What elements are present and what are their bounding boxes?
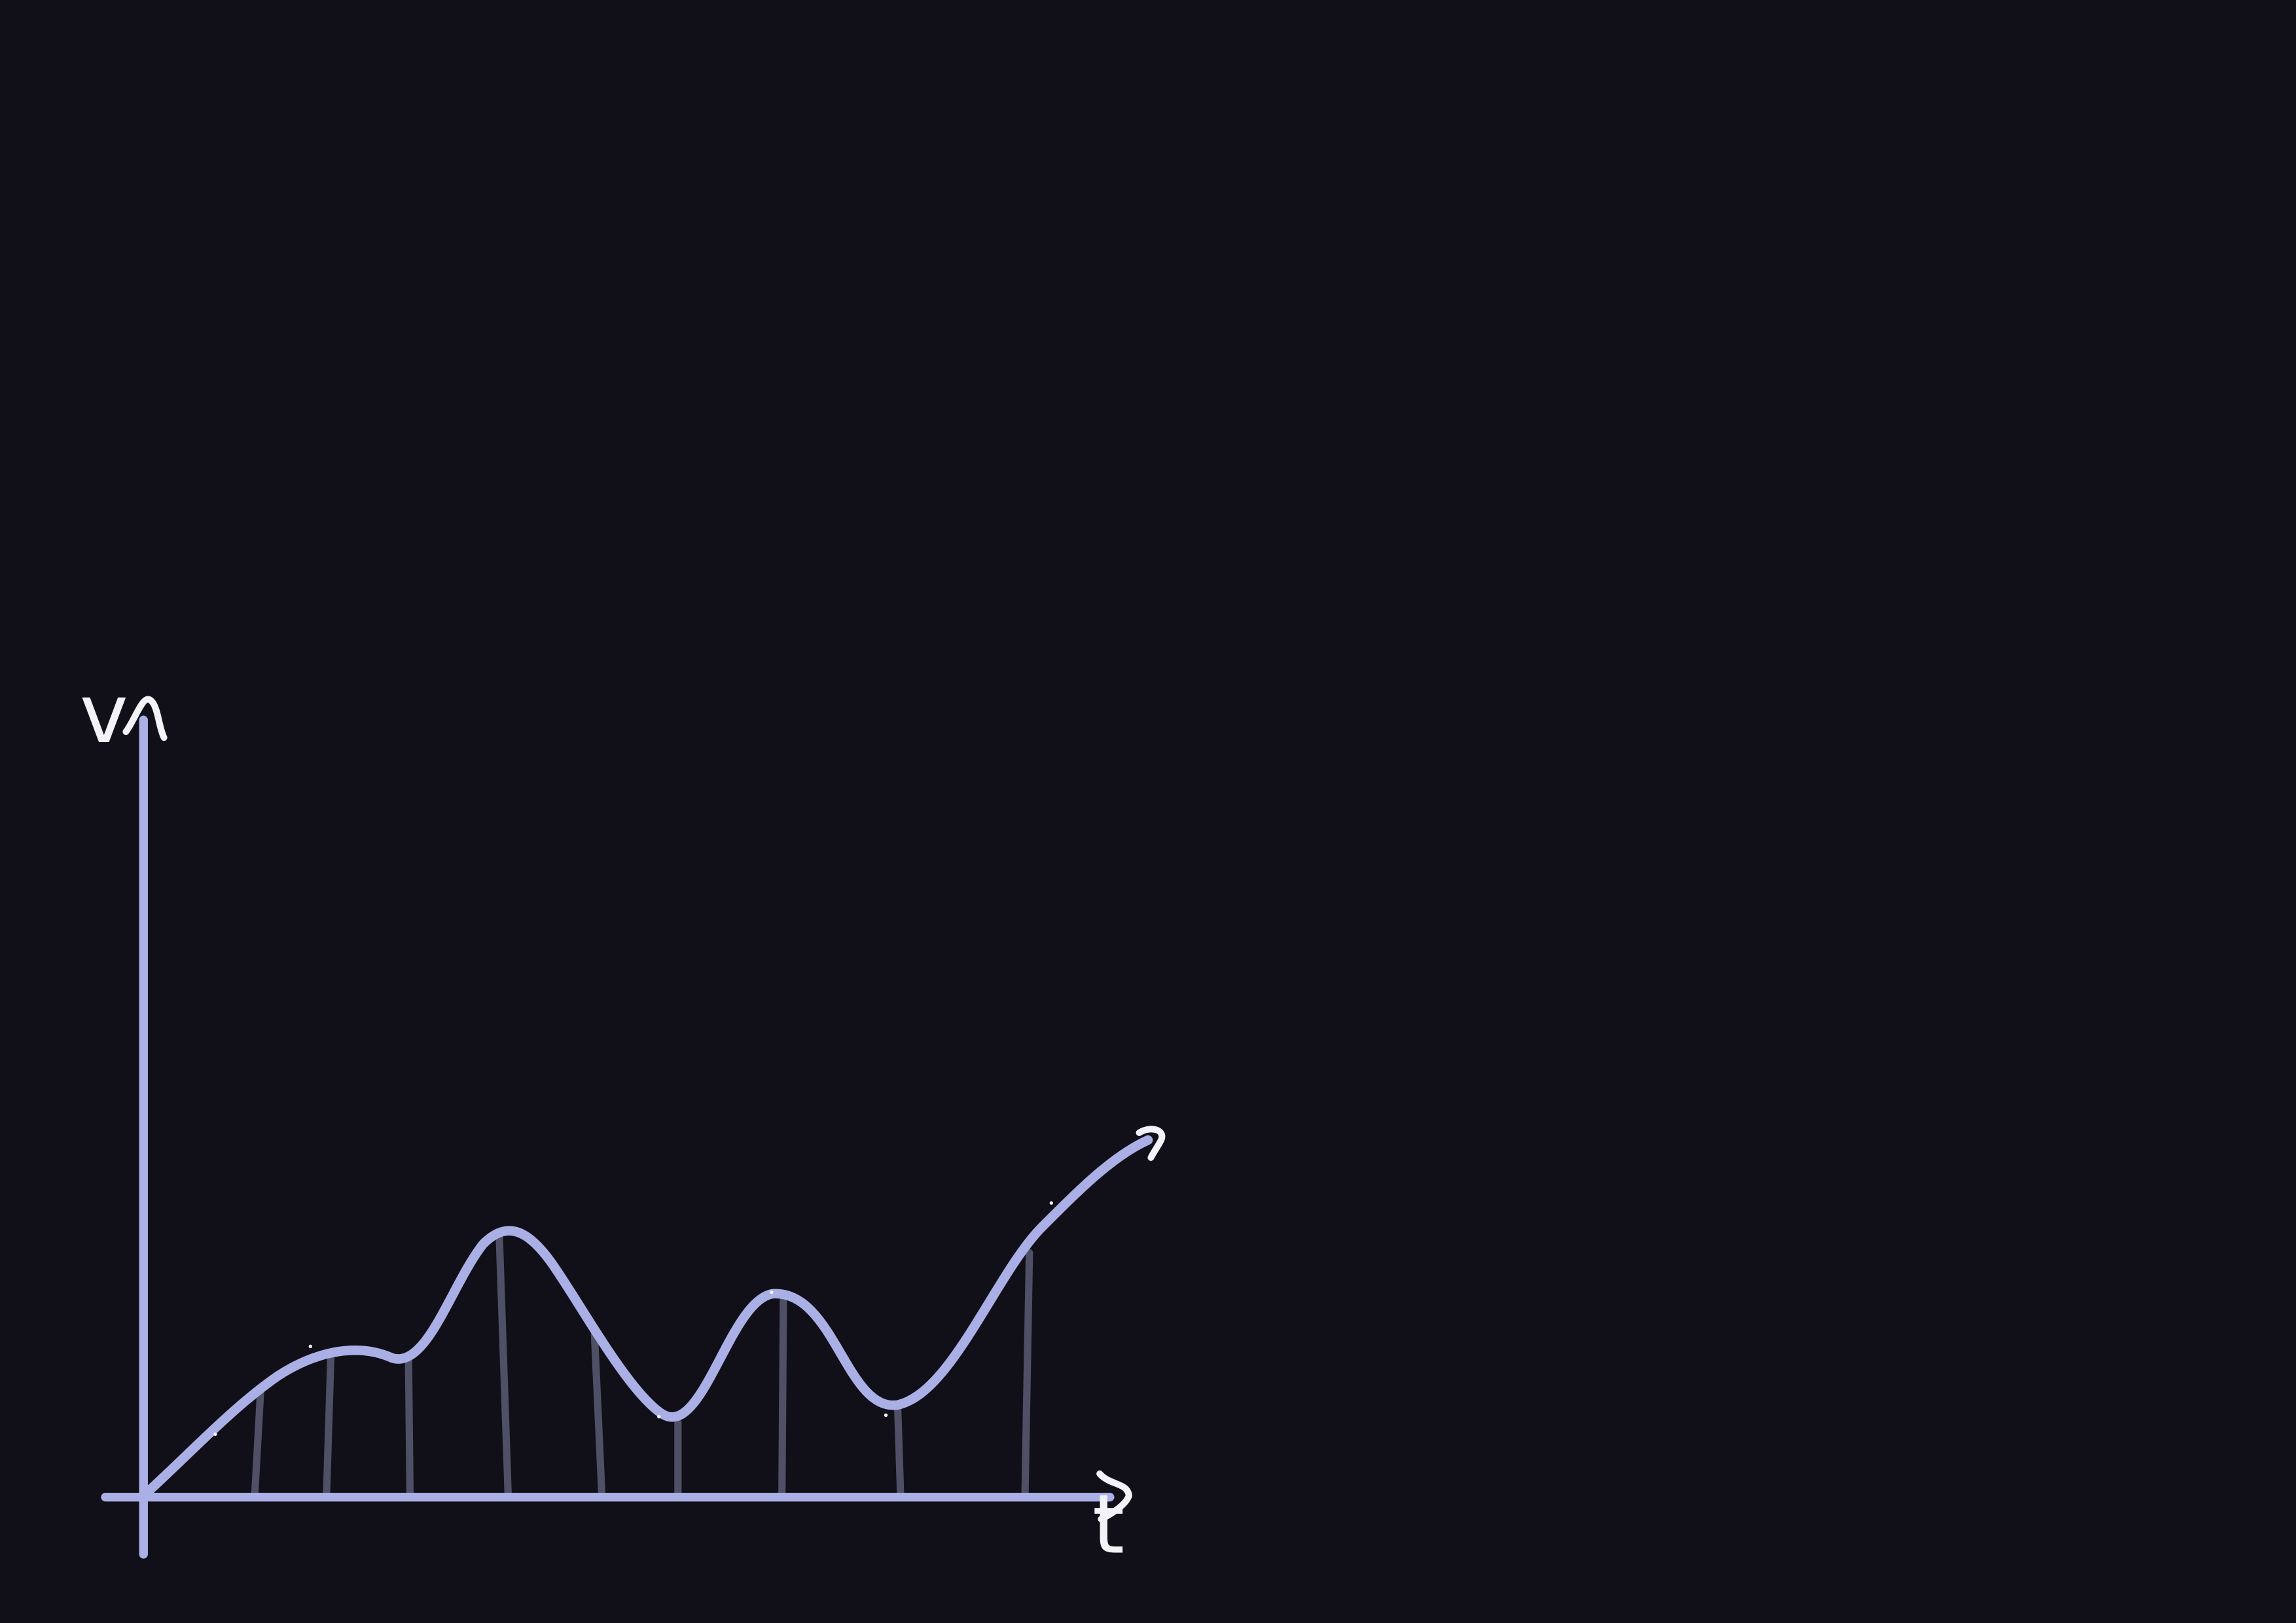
stem-7 <box>778 1296 787 1498</box>
t-axis-arrowhead <box>1096 1470 1132 1523</box>
stem-1 <box>251 1386 264 1498</box>
curve-end-arrowhead <box>1136 1126 1166 1161</box>
sample-stems <box>251 1233 1033 1498</box>
t-axis-label: t <box>1092 1477 1124 1573</box>
stem-2 <box>323 1349 335 1498</box>
v-axis-label: v <box>80 666 128 762</box>
stem-4 <box>495 1233 512 1498</box>
stem-9 <box>1021 1249 1033 1498</box>
stem-3 <box>404 1357 414 1498</box>
stem-5 <box>590 1330 606 1498</box>
v-axis-arrowhead <box>122 696 168 741</box>
pen-specks <box>213 1201 1054 1436</box>
stem-8 <box>893 1401 905 1498</box>
velocity-curve <box>138 1135 1153 1501</box>
